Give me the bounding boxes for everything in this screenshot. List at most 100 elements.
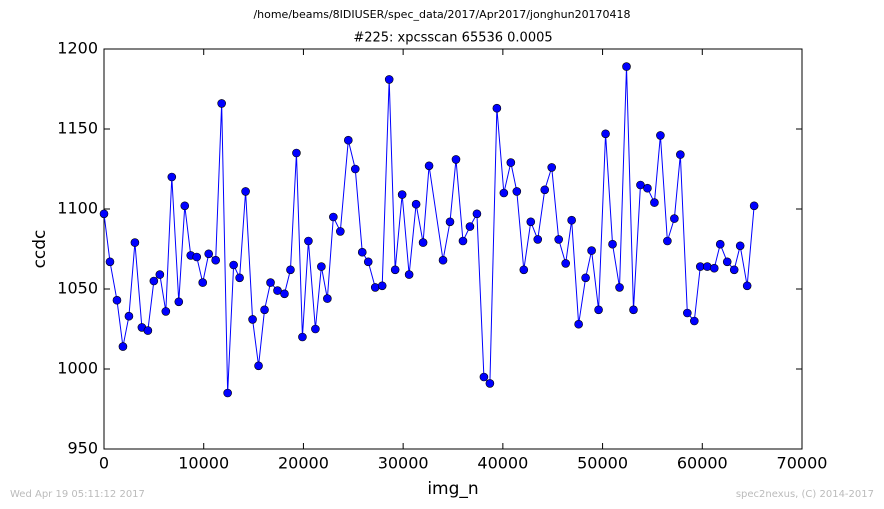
y-tick-label: 950	[67, 439, 98, 458]
data-point	[581, 273, 590, 283]
data-point	[472, 209, 482, 219]
data-point	[161, 307, 171, 316]
chart-title: #225: xpcsscan 65536 0.0005	[353, 31, 552, 46]
data-point	[363, 257, 373, 267]
data-point	[561, 259, 570, 268]
data-point	[485, 379, 495, 388]
data-point	[149, 276, 159, 286]
data-point	[722, 257, 732, 267]
data-point	[735, 241, 745, 251]
x-tick-label: 30000	[378, 454, 429, 473]
data-point	[601, 129, 610, 139]
data-point	[357, 247, 367, 257]
data-point	[223, 388, 232, 398]
data-point	[390, 265, 400, 275]
data-point	[643, 183, 652, 193]
x-tick-label: 0	[99, 454, 109, 473]
data-point	[629, 305, 638, 315]
data-point	[198, 278, 208, 287]
data-point	[273, 286, 282, 295]
data-point	[506, 158, 516, 167]
data-point	[254, 361, 263, 371]
data-point	[526, 217, 536, 227]
data-point	[317, 262, 326, 271]
data-point	[241, 187, 250, 196]
data-point	[343, 135, 353, 145]
data-point	[229, 260, 238, 270]
data-point	[749, 201, 759, 211]
data-point	[217, 99, 226, 108]
footer-credit: spec2nexus, (C) 2014-2017	[736, 489, 874, 500]
data-point	[99, 209, 109, 219]
data-point	[180, 201, 190, 211]
data-point	[636, 180, 645, 190]
data-point	[594, 305, 603, 315]
x-axis-label: img_n	[427, 479, 478, 499]
data-point	[192, 252, 202, 262]
data-point	[533, 235, 543, 244]
data-point	[411, 199, 421, 209]
data-point	[211, 255, 220, 265]
data-point	[155, 270, 165, 279]
data-point	[118, 342, 128, 351]
data-point	[292, 148, 301, 158]
data-point	[204, 249, 213, 259]
data-point	[370, 283, 380, 292]
data-point	[715, 239, 725, 249]
data-point	[451, 155, 461, 164]
data-point	[465, 222, 475, 231]
data-point	[384, 75, 394, 84]
data-point	[260, 305, 269, 315]
y-tick-label: 1150	[57, 119, 98, 138]
data-point	[587, 246, 596, 255]
data-point	[499, 188, 509, 198]
data-point	[336, 227, 345, 236]
data-point	[622, 62, 631, 71]
data-point	[683, 308, 692, 318]
data-point	[608, 239, 617, 249]
data-point	[286, 265, 295, 275]
x-tick-label: 20000	[278, 454, 329, 473]
data-point	[350, 164, 360, 174]
y-tick-label: 1100	[57, 199, 98, 218]
data-point	[311, 324, 320, 334]
data-point	[174, 297, 184, 307]
data-point	[519, 265, 529, 275]
data-point	[167, 172, 177, 182]
data-point	[670, 214, 679, 223]
data-point	[615, 283, 624, 292]
data-point	[479, 372, 489, 382]
data-point	[690, 316, 699, 326]
data-point	[709, 263, 719, 273]
x-tick-label: 10000	[178, 454, 229, 473]
data-point	[547, 163, 557, 172]
footer-timestamp: Wed Apr 19 05:11:12 2017	[10, 489, 145, 500]
data-point	[130, 238, 140, 247]
data-point	[742, 281, 752, 291]
data-point	[304, 236, 313, 246]
data-point	[445, 217, 455, 227]
data-point	[397, 190, 407, 199]
data-point	[143, 326, 153, 335]
data-point	[248, 315, 257, 324]
data-point	[124, 311, 134, 321]
data-point	[492, 103, 502, 113]
x-tick-label: 70000	[777, 454, 828, 473]
path-header: /home/beams/8IDIUSER/spec_data/2017/Apr2…	[253, 8, 630, 21]
data-point	[404, 270, 414, 279]
data-point	[329, 212, 338, 222]
data-point	[280, 289, 289, 299]
data-point	[574, 319, 583, 329]
data-point	[266, 278, 275, 287]
y-tick-label: 1050	[57, 279, 98, 298]
data-point	[235, 273, 244, 283]
data-point	[424, 161, 434, 171]
y-axis-label: ccdc	[30, 230, 50, 269]
data-point	[663, 236, 672, 246]
x-tick-label: 40000	[477, 454, 528, 473]
data-point	[458, 236, 468, 246]
data-point	[298, 332, 307, 342]
plot-frame	[103, 48, 803, 450]
data-point	[323, 294, 332, 303]
